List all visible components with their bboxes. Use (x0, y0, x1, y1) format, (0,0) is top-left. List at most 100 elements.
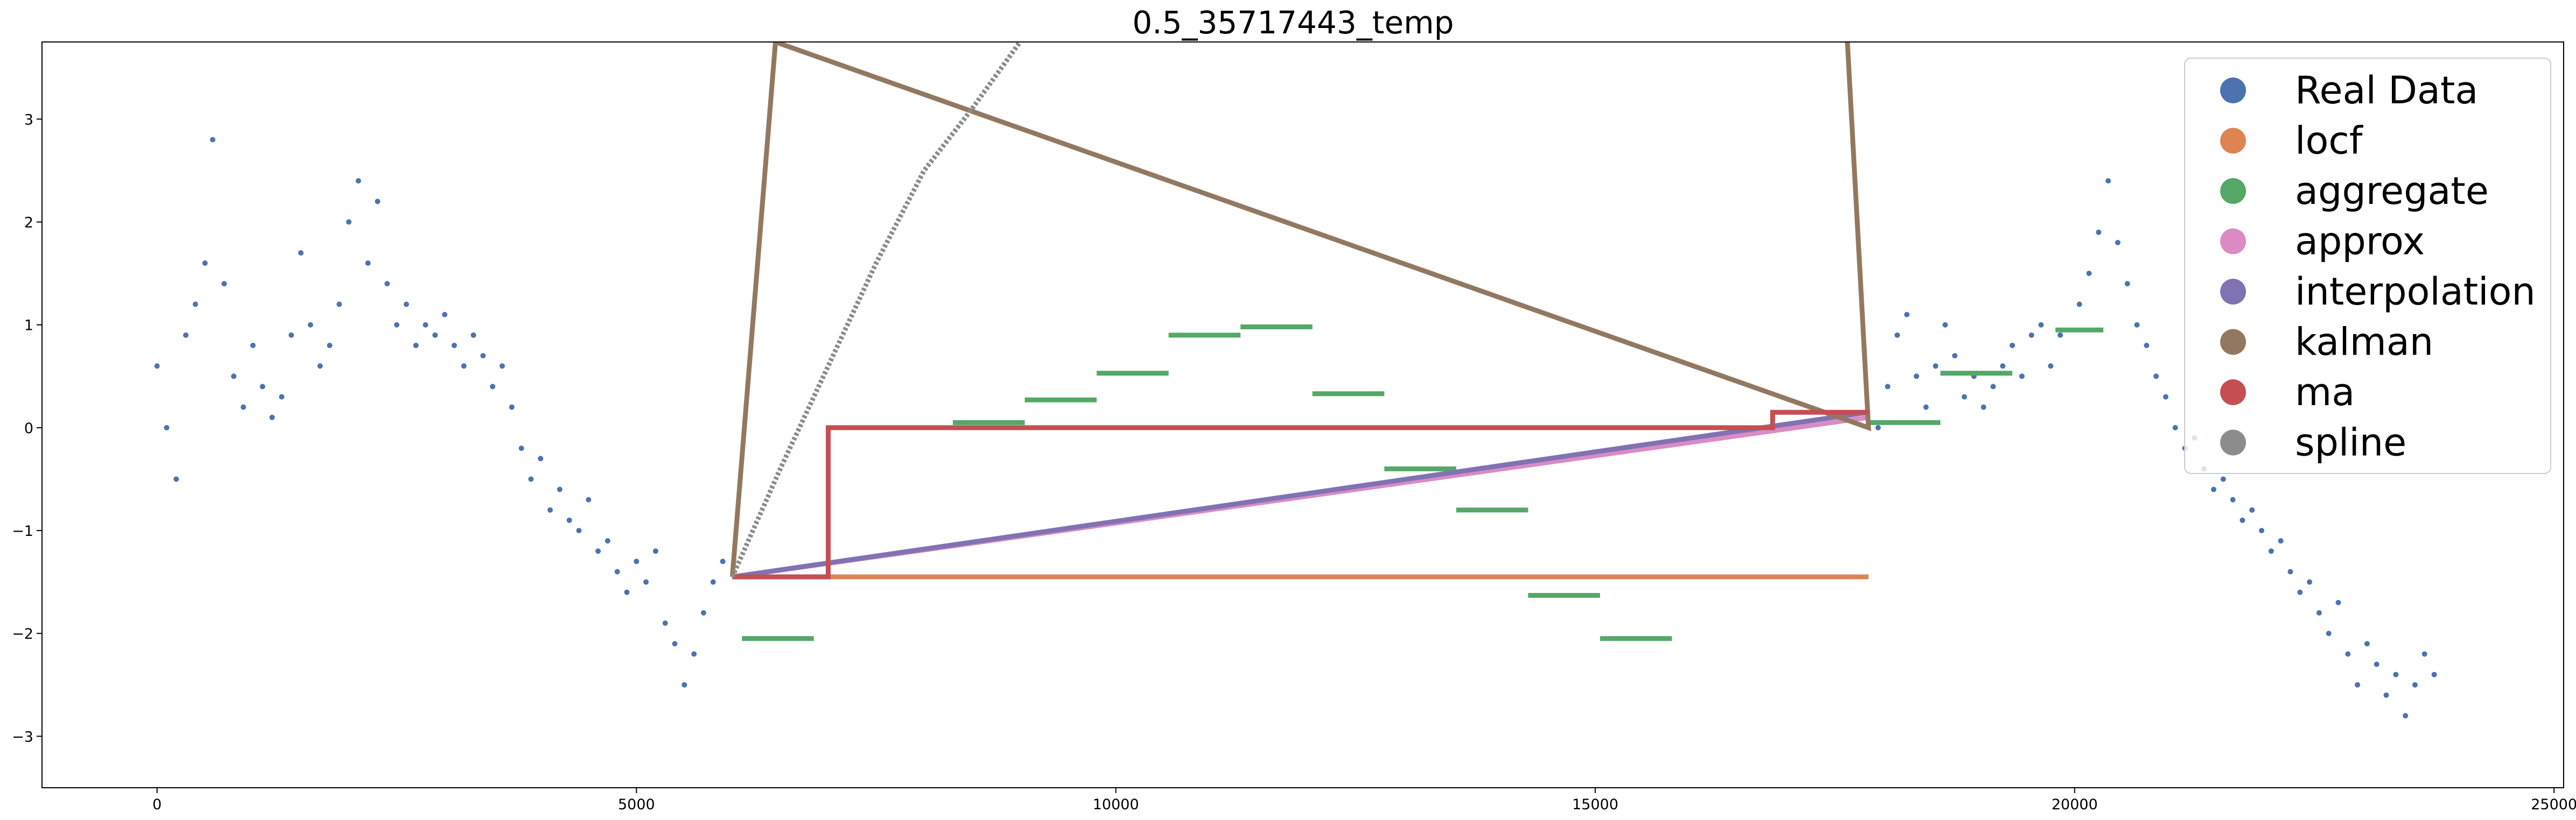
real-data-point (605, 538, 610, 544)
real-data-point (2096, 229, 2102, 235)
real-data-point (2163, 394, 2168, 400)
real-data-point (652, 548, 658, 554)
kalman-line (729, 42, 1871, 577)
legend-marker-interpolation (2220, 279, 2246, 305)
real-data-point (2393, 671, 2399, 677)
real-data-point (2009, 342, 2015, 348)
real-data-point (710, 579, 716, 585)
real-data-point (1942, 322, 1948, 328)
real-data-point (269, 414, 275, 420)
legend-label-kalman: kalman (2295, 320, 2433, 364)
real-data-point (2057, 332, 2063, 338)
real-data-point (2240, 517, 2245, 523)
real-data-point (1961, 394, 1967, 400)
real-data-point (432, 332, 438, 338)
x-tick-label: 5000 (618, 796, 655, 813)
real-data-point (1894, 332, 1900, 338)
real-data-point (634, 559, 640, 564)
real-data-point (720, 559, 726, 564)
legend-label-spline: spline (2295, 421, 2406, 465)
real-data-point (202, 260, 208, 266)
real-data-point (2307, 579, 2313, 585)
real-data-point (547, 507, 553, 513)
y-tick-label: −3 (12, 729, 33, 745)
real-data-point (221, 281, 227, 287)
real-data-point (192, 301, 198, 307)
real-data-point (471, 332, 476, 338)
real-data-point (1981, 404, 1987, 410)
real-data-point (1904, 312, 1910, 317)
real-data-point (2134, 322, 2140, 328)
legend-marker-spline (2220, 429, 2246, 456)
legend-marker-kalman (2220, 329, 2246, 355)
real-data-point (586, 497, 592, 503)
real-data-point (173, 476, 179, 482)
y-tick-label: 0 (24, 420, 33, 437)
x-tick-label: 15000 (1572, 796, 1618, 813)
real-data-point (682, 682, 687, 688)
legend-marker-aggregate (2220, 178, 2246, 204)
real-data-point (317, 363, 323, 369)
real-data-point (557, 486, 563, 492)
real-data-point (576, 528, 582, 534)
x-tick-label: 10000 (1093, 796, 1139, 813)
real-data-point (2335, 599, 2341, 605)
y-tick-label: 2 (24, 215, 33, 231)
real-data-point (2076, 301, 2082, 307)
legend-label-approx: approx (2295, 220, 2425, 264)
real-data-point (2412, 682, 2418, 688)
real-data-point (566, 517, 572, 523)
ma-line (732, 409, 1869, 579)
real-data-point (423, 322, 429, 328)
real-data-point (2287, 569, 2293, 575)
real-data-point (327, 342, 333, 348)
real-data-point (1990, 384, 1996, 390)
real-data-point (1933, 363, 1939, 369)
real-data-point (2364, 641, 2370, 647)
interpolation-line (732, 409, 1869, 579)
real-data-point (2297, 589, 2303, 595)
real-data-point (231, 373, 237, 379)
legend-label-locf: locf (2295, 119, 2363, 163)
real-data-point (490, 384, 496, 390)
axes: 0 5000 10000 15000 20000 25000 −3 −2 −1 0 1 2 3 (12, 41, 2576, 813)
real-data-point (1952, 353, 1958, 359)
real-data-point (384, 281, 390, 287)
real-data-point (279, 394, 285, 400)
y-tick-label: −2 (12, 626, 33, 642)
real-data-point (210, 137, 216, 143)
y-tick-label: −1 (12, 523, 33, 540)
real-data-point (2144, 342, 2150, 348)
plot-frame (41, 41, 2564, 788)
x-tick-label: 25000 (2531, 796, 2576, 813)
real-data-point (595, 548, 601, 554)
real-data-point (2374, 661, 2380, 667)
legend-label-real-data: Real Data (2295, 68, 2478, 112)
real-data-point (394, 322, 399, 328)
plot-area (154, 42, 2437, 719)
real-data-point (365, 260, 371, 266)
real-data-point (643, 579, 649, 585)
legend-marker-approx (2220, 228, 2246, 255)
real-data-point (346, 219, 352, 225)
real-data-point (442, 312, 448, 317)
y-tick-label: 1 (24, 317, 33, 334)
real-data-point (1923, 404, 1929, 410)
real-data-point (2268, 548, 2274, 554)
real-data-point (480, 353, 486, 359)
real-data-point (2019, 373, 2025, 379)
legend-label-ma: ma (2295, 370, 2355, 414)
legend-marker-locf (2220, 128, 2246, 154)
x-tick-label: 20000 (2052, 796, 2098, 813)
real-data-point (509, 404, 515, 410)
real-data-point (624, 589, 630, 595)
real-data-point (451, 342, 457, 348)
legend-marker-ma (2220, 379, 2246, 405)
real-data-point (662, 620, 668, 626)
real-data-point (2249, 507, 2255, 513)
real-data-point (2124, 281, 2130, 287)
real-data-point (2153, 373, 2159, 379)
real-data-point (518, 446, 524, 451)
real-data-point (499, 363, 505, 369)
